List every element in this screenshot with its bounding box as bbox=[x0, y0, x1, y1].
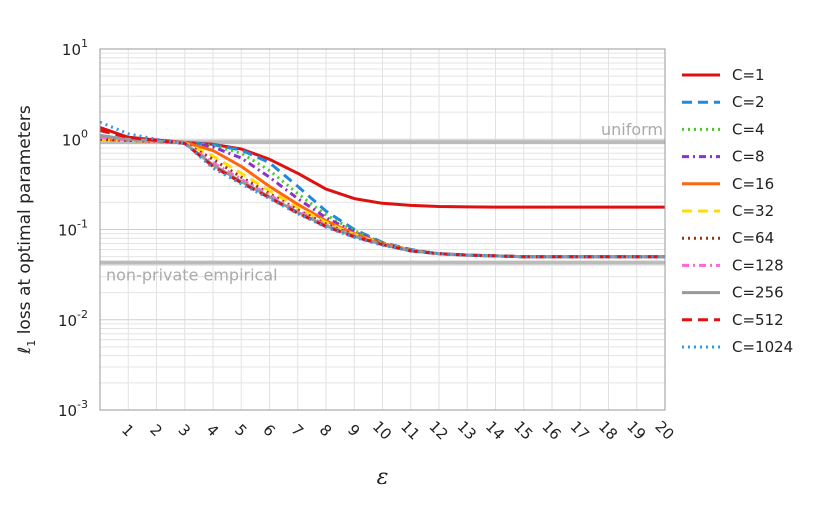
x-tick-label: 2 bbox=[146, 421, 165, 440]
x-tick-label: 4 bbox=[203, 421, 222, 440]
x-tick-label: 20 bbox=[651, 417, 677, 443]
x-tick-label: 14 bbox=[482, 417, 508, 443]
legend-label: C=2 bbox=[732, 93, 765, 111]
legend-label: C=128 bbox=[732, 256, 784, 274]
y-tick-label: 10-1 bbox=[58, 218, 88, 240]
y-tick-label: 10-2 bbox=[58, 308, 88, 330]
x-tick-label: 3 bbox=[175, 421, 194, 440]
x-axis-label: ε bbox=[377, 465, 389, 490]
y-tick-label: 100 bbox=[62, 127, 88, 149]
x-tick-label: 7 bbox=[288, 421, 307, 440]
x-tick-label: 19 bbox=[623, 417, 649, 443]
legend-label: C=1024 bbox=[732, 338, 793, 356]
x-tick-label: 16 bbox=[538, 417, 564, 443]
legend-label: C=512 bbox=[732, 311, 784, 329]
legend-label: C=8 bbox=[732, 148, 765, 166]
x-tick-label: 9 bbox=[344, 421, 363, 440]
x-tick-label: 13 bbox=[454, 417, 480, 443]
series-lines bbox=[99, 120, 665, 259]
legend-label: C=1 bbox=[732, 66, 765, 84]
y-tick-label: 10-3 bbox=[58, 398, 88, 420]
x-tick-label: 11 bbox=[397, 417, 423, 443]
legend-label: C=4 bbox=[732, 120, 765, 138]
grid bbox=[100, 49, 666, 411]
x-tick-label: 15 bbox=[510, 417, 536, 443]
x-tick-label: 12 bbox=[425, 417, 451, 443]
x-tick-label: 8 bbox=[316, 421, 335, 440]
legend-label: C=64 bbox=[732, 229, 774, 247]
x-tick-label: 17 bbox=[567, 417, 593, 443]
reference-label: uniform bbox=[601, 120, 663, 139]
x-tick-label: 5 bbox=[231, 421, 250, 440]
x-tick-label: 6 bbox=[259, 421, 278, 440]
x-tick-labels: 1 2 3 4 5 6 7 8 9 10 11 12 13 14 15 16 17 18 19 20 bbox=[118, 417, 678, 443]
x-tick-label: 18 bbox=[595, 417, 621, 443]
y-axis-label: ℓ1 loss at optimal parameters bbox=[15, 105, 38, 355]
x-tick-label: 10 bbox=[369, 417, 395, 443]
series-line bbox=[99, 120, 665, 259]
y-tick-label: 101 bbox=[62, 37, 88, 59]
legend-label: C=256 bbox=[732, 284, 784, 302]
y-tick-labels: 10-3 10-2 10-1 100 101 bbox=[58, 37, 88, 420]
series-line bbox=[99, 126, 665, 209]
legend: C=1 C=2 C=4 C=8 C=16 C=32 C=64 C=128 C=256 C=512 C… bbox=[682, 66, 793, 356]
x-tick-label: 1 bbox=[118, 421, 137, 440]
plot-frame bbox=[99, 48, 666, 411]
legend-label: C=32 bbox=[732, 202, 774, 220]
reference-label: non-private empirical bbox=[106, 266, 278, 285]
legend-label: C=16 bbox=[732, 175, 774, 193]
